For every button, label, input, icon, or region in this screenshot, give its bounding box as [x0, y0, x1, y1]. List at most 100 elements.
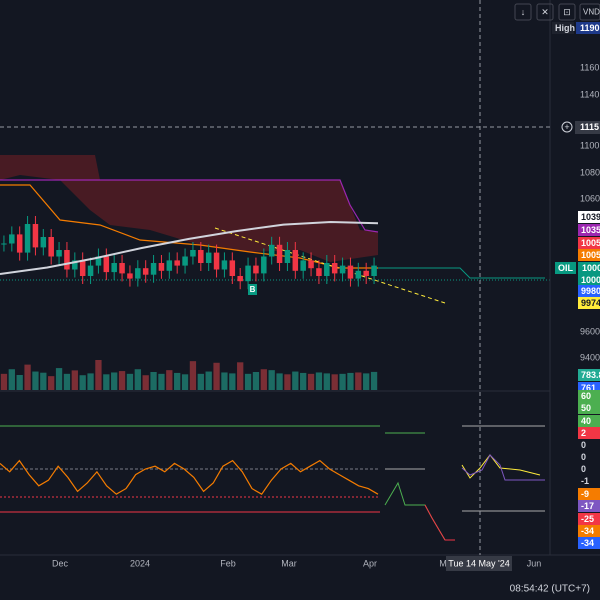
price-tag [578, 537, 600, 549]
candle-body [32, 224, 39, 248]
candle-body [79, 260, 86, 276]
high-label: High [555, 23, 575, 33]
price-tag-label: 761 [581, 383, 596, 393]
add-icon[interactable]: + [564, 122, 569, 132]
osc-axis-label: -1 [581, 476, 589, 486]
candle-body [1, 243, 7, 245]
clock: 08:54:42 (UTC+7) [510, 584, 590, 595]
candle-body [64, 250, 70, 270]
candle-body [40, 237, 47, 248]
price-tag-label: 783.8 [581, 370, 600, 380]
currency-button[interactable] [579, 3, 600, 21]
osc-axis-label: 0 [581, 440, 586, 450]
volume-bar [150, 372, 157, 390]
volume-bar [16, 375, 23, 390]
volume-bar [40, 372, 47, 390]
candle-body [363, 270, 369, 276]
price-tag-label: -25 [581, 514, 594, 524]
volume-bar [103, 374, 110, 390]
high-tag [552, 22, 574, 34]
add-button[interactable] [561, 121, 573, 133]
osc-tag [578, 390, 600, 402]
high-value-tag [576, 22, 600, 34]
price-tag [578, 224, 600, 236]
price-tag-label: 1000 [581, 275, 600, 285]
volume-bar [111, 372, 118, 390]
candle-body [347, 265, 354, 279]
price-tag [578, 211, 600, 223]
signal-marker[interactable] [248, 284, 257, 295]
volume-bar [307, 373, 315, 390]
osc-tag [578, 427, 600, 439]
candle-body [205, 252, 212, 263]
volume-bar [370, 371, 378, 390]
volume-bar [363, 373, 370, 390]
volume-bar [181, 374, 189, 390]
price-axis-label: 9400 [580, 352, 600, 362]
volume-bar [118, 371, 126, 390]
osc-axis-label: 0 [581, 464, 586, 474]
price-tag-label: -34 [581, 538, 594, 548]
volume-bar [355, 372, 362, 390]
candle-body [237, 276, 243, 282]
price-tag-label: 1005 [581, 238, 600, 248]
candle-body [16, 234, 23, 253]
volume-bar [8, 369, 15, 390]
price-axis-label: 1080 [580, 167, 600, 177]
price-tag-label: 1039 [581, 212, 600, 222]
volume-bar [237, 362, 244, 390]
toolbar-icon: ✕ [541, 7, 549, 17]
time-axis-label: Apr [363, 558, 377, 568]
toolbar-button[interactable] [514, 3, 532, 21]
candle-body [324, 263, 330, 276]
toolbar: ↓ ✕ ⊡ VND [514, 3, 600, 21]
price-tag [578, 488, 600, 500]
crosshair-time: Tue 14 May '24 [448, 558, 509, 568]
high-value: 1190 [580, 23, 600, 33]
osc-axis-label: 2 [581, 428, 586, 438]
candle-body [119, 263, 125, 274]
candle-body [261, 256, 267, 274]
price-tag-label: -34 [581, 526, 594, 536]
price-tag [578, 285, 600, 297]
volume-bar [260, 369, 267, 390]
toolbar-button[interactable] [536, 3, 554, 21]
candle-body [103, 256, 110, 273]
candle-body [276, 244, 283, 263]
candle-body [300, 260, 306, 271]
osc-axis-label: 40 [581, 416, 591, 426]
time-axis-label: Dec [52, 558, 69, 568]
price-axis-label: 1140 [580, 89, 599, 99]
volume-bar [126, 373, 134, 390]
volume-bar [276, 373, 283, 390]
candle-body [87, 265, 94, 276]
oscillator [0, 459, 379, 495]
volume-bar [244, 373, 252, 390]
volume-bar [174, 372, 181, 390]
symbol-tag [555, 262, 576, 274]
toolbar-button[interactable] [558, 3, 576, 21]
volume-bar [339, 373, 346, 390]
candle-body [268, 244, 275, 257]
price-tag-label: -9 [581, 489, 589, 499]
volume-bar [221, 372, 228, 390]
candle-body [292, 250, 299, 271]
time-axis-label: 2024 [130, 558, 150, 568]
volume-bar [323, 373, 330, 390]
crosshair-price-tag [575, 121, 600, 134]
osc-axis-label: 60 [581, 391, 591, 401]
volume-bar [71, 370, 78, 390]
osc-axis-label: 50 [581, 403, 591, 413]
volume-bar [268, 370, 275, 390]
volume-bar [166, 370, 173, 390]
candle-body [56, 250, 62, 257]
osc-tag [578, 415, 600, 427]
price-tag [578, 237, 600, 249]
symbol-price-tag [578, 262, 600, 274]
candle-body [24, 224, 31, 253]
candle-body [150, 263, 157, 275]
price-axis-label: 9600 [580, 326, 600, 336]
price-tag [578, 274, 600, 286]
volume-bar [63, 373, 71, 390]
